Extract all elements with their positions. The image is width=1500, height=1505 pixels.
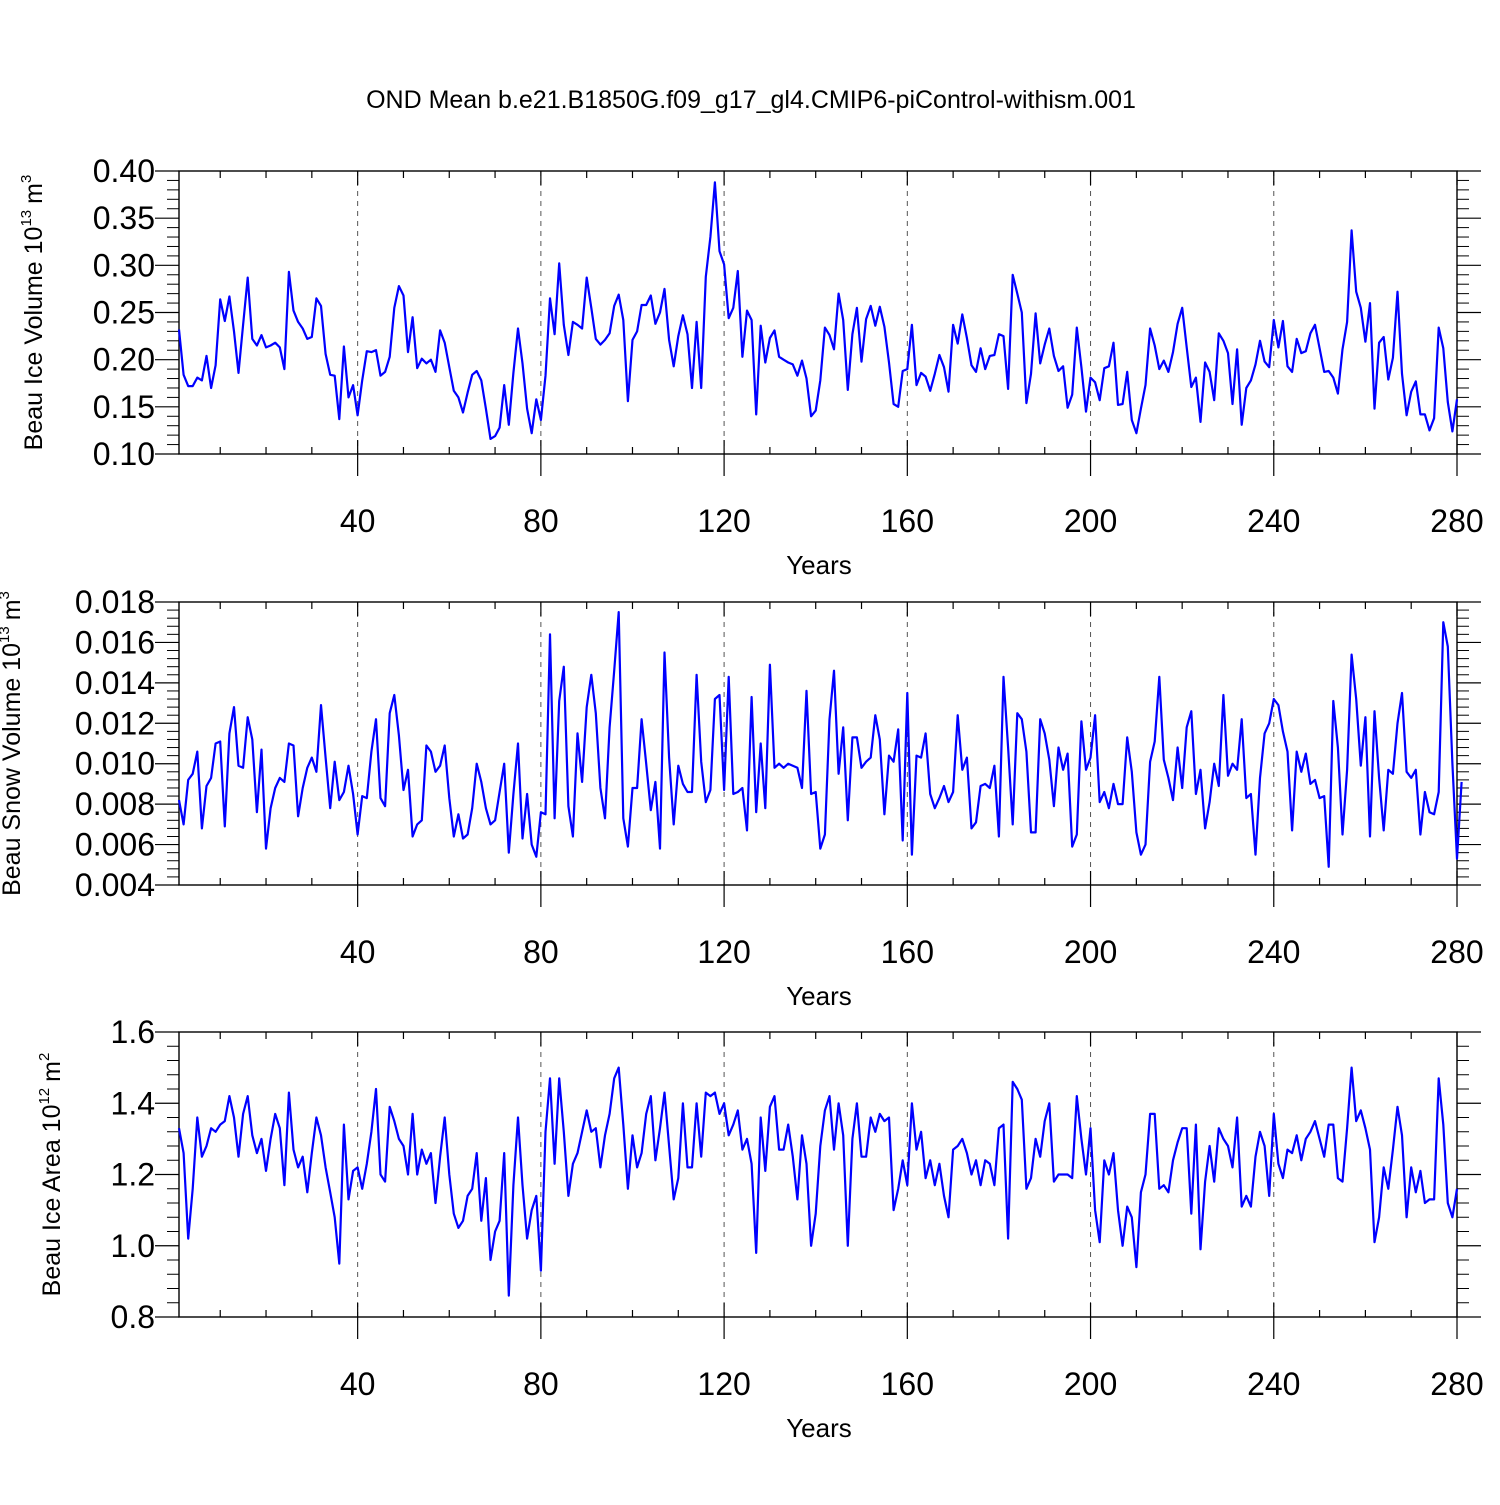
x-tick-label: 80 — [523, 1366, 559, 1402]
plot-frame — [178, 601, 1458, 886]
x-tick-label: 160 — [881, 934, 934, 970]
x-tick-label: 40 — [340, 934, 376, 970]
y-axis-title-text: Beau Ice Volume 10 — [20, 227, 48, 451]
y-tick-label: 0.014 — [75, 665, 155, 701]
y-tick-label: 0.006 — [75, 827, 155, 863]
chart-panel-1: 0.10 0.15 0.20 0.25 0.30 0.35 0.40 40 80 120 160 20… — [18, 153, 1484, 580]
y-tick-label: 0.10 — [93, 436, 155, 472]
y-axis-title-text: Beau Snow Volume 10 — [0, 643, 26, 896]
x-tick-label: 160 — [881, 1366, 934, 1402]
x-tick-label: 200 — [1064, 934, 1117, 970]
y-axis-title-unit-exponent: 3 — [0, 591, 13, 599]
y-tick-label: 0.018 — [75, 584, 155, 620]
x-tick-label: 240 — [1247, 934, 1300, 970]
plot-frame — [178, 1031, 1458, 1318]
y-axis-title-exponent: 12 — [36, 1088, 53, 1105]
series-line — [177, 1066, 1459, 1297]
series-line — [177, 181, 1459, 440]
plot-frame — [178, 170, 1458, 455]
y-tick-label: 0.012 — [75, 705, 155, 741]
y-tick-label: 1.0 — [111, 1228, 155, 1264]
x-tick-label: 160 — [881, 503, 934, 539]
y-tick-label: 0.016 — [75, 624, 155, 660]
y-axis-title-unit: m — [38, 1061, 66, 1082]
x-tick-label: 40 — [340, 1366, 376, 1402]
y-axis-title-exponent: 13 — [0, 626, 13, 643]
y-tick-label: 0.25 — [93, 295, 155, 331]
y-axis-title-unit-exponent: 3 — [18, 175, 35, 183]
x-tick-label: 80 — [523, 503, 559, 539]
x-tick-label: 120 — [697, 1366, 750, 1402]
x-tick-label: 240 — [1247, 503, 1300, 539]
chart-panel-2: 0.004 0.006 0.008 0.010 0.012 0.014 0.016 0.018… — [0, 584, 1484, 1011]
x-tick-label: 280 — [1430, 934, 1483, 970]
x-tick-label: 280 — [1430, 1366, 1483, 1402]
x-tick-label: 80 — [523, 934, 559, 970]
y-tick-label: 1.2 — [111, 1157, 155, 1193]
x-tick-label: 240 — [1247, 1366, 1300, 1402]
y-axis-title-unit: m — [20, 183, 48, 204]
y-tick-label: 1.4 — [111, 1085, 155, 1121]
y-tick-label: 0.004 — [75, 867, 155, 903]
y-tick-label: 0.010 — [75, 746, 155, 782]
chart-title: OND Mean b.e21.B1850G.f09_g17_gl4.CMIP6-… — [366, 86, 1136, 114]
y-tick-label: 0.30 — [93, 247, 155, 283]
y-axis-title: Beau Ice Area 1012 m2 — [36, 1053, 66, 1297]
x-tick-label: 280 — [1430, 503, 1483, 539]
chart-panel-3: 0.8 1.0 1.2 1.4 1.6 40 80 120 160 200 240 280 Years B… — [36, 1014, 1484, 1443]
y-tick-label: 0.40 — [93, 153, 155, 189]
x-tick-label: 120 — [697, 503, 750, 539]
y-tick-label: 0.20 — [93, 342, 155, 378]
y-tick-label: 1.6 — [111, 1014, 155, 1050]
series-line — [177, 610, 1463, 868]
x-tick-label: 200 — [1064, 1366, 1117, 1402]
x-axis-title: Years — [786, 1413, 852, 1443]
y-tick-label: 0.008 — [75, 786, 155, 822]
x-axis-title: Years — [786, 550, 852, 580]
y-axis-title: Beau Snow Volume 1013 m3 — [0, 591, 26, 896]
x-tick-label: 200 — [1064, 503, 1117, 539]
y-tick-label: 0.35 — [93, 200, 155, 236]
y-axis-title-unit-exponent: 2 — [36, 1053, 53, 1061]
y-tick-label: 0.15 — [93, 389, 155, 425]
y-axis-title-unit: m — [0, 599, 26, 620]
y-axis-title-exponent: 13 — [18, 210, 35, 227]
y-tick-label: 0.8 — [111, 1299, 155, 1335]
y-axis-title-text: Beau Ice Area 10 — [38, 1105, 66, 1297]
x-tick-label: 120 — [697, 934, 750, 970]
y-axis-title: Beau Ice Volume 1013 m3 — [18, 175, 48, 451]
x-axis-title: Years — [786, 981, 852, 1011]
x-tick-label: 40 — [340, 503, 376, 539]
